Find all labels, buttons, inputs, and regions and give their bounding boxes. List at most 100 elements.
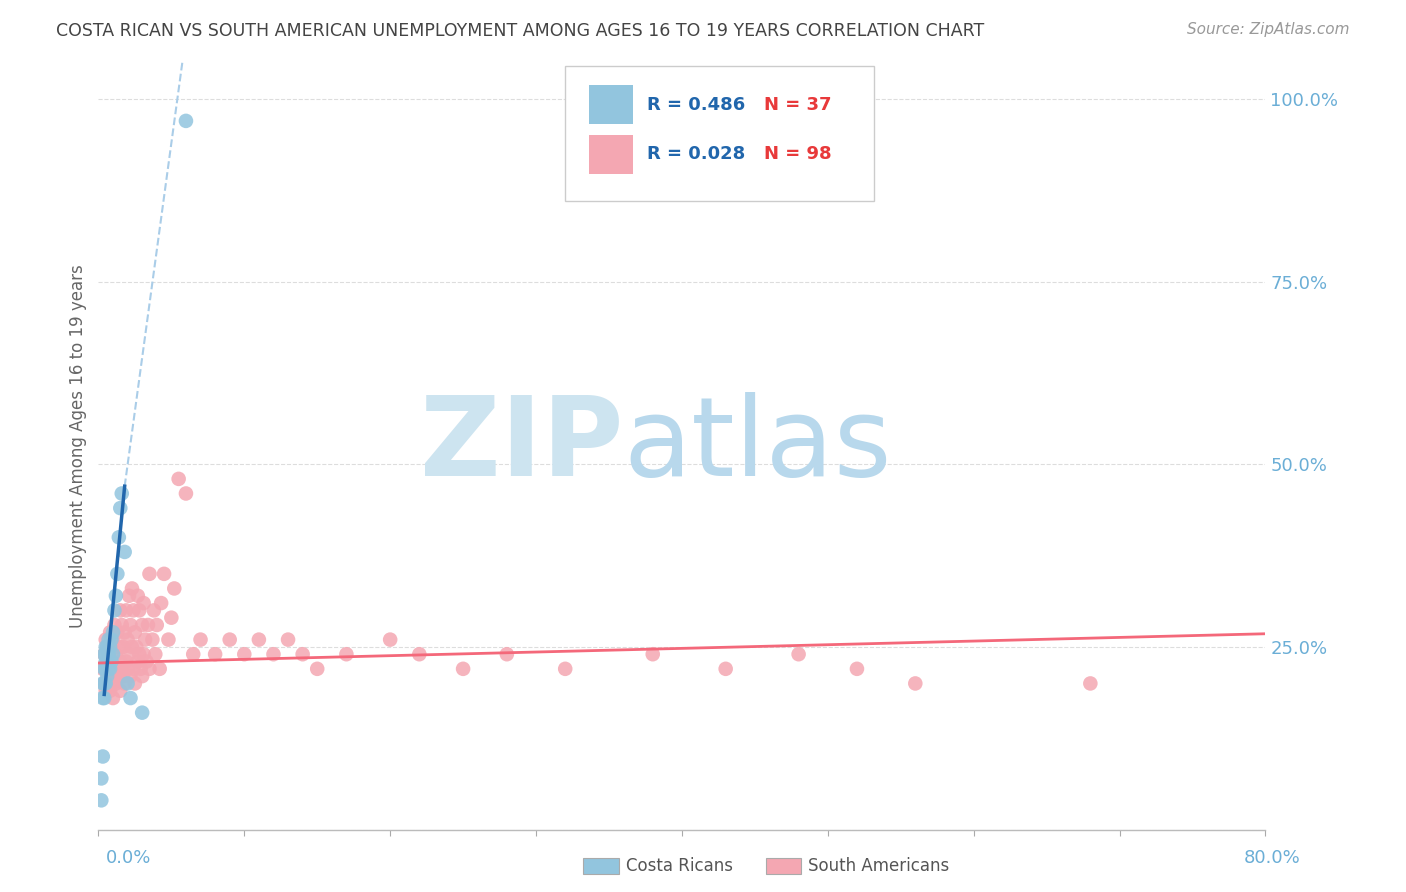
Point <box>100 640 122 654</box>
Point <box>496 647 519 661</box>
Point <box>110 501 132 516</box>
Point <box>128 603 150 617</box>
Point <box>91 662 114 676</box>
Point <box>135 655 157 669</box>
Text: atlas: atlas <box>624 392 891 500</box>
Text: R = 0.028: R = 0.028 <box>647 145 745 163</box>
Point <box>160 610 183 624</box>
FancyBboxPatch shape <box>589 136 633 174</box>
Point <box>94 676 117 690</box>
Point <box>96 676 118 690</box>
Point <box>110 603 132 617</box>
Point <box>307 662 329 676</box>
Y-axis label: Unemployment Among Ages 16 to 19 years: Unemployment Among Ages 16 to 19 years <box>69 264 87 628</box>
Point <box>127 589 149 603</box>
Point <box>714 662 737 676</box>
Point <box>118 589 141 603</box>
Point <box>105 566 128 581</box>
Point <box>112 640 135 654</box>
Point <box>103 669 125 683</box>
Point <box>94 655 117 669</box>
Point <box>121 640 143 654</box>
Text: N = 98: N = 98 <box>763 145 831 163</box>
Point <box>117 632 139 647</box>
Text: 80.0%: 80.0% <box>1244 849 1301 867</box>
Point <box>138 566 160 581</box>
Point <box>218 632 240 647</box>
Text: COSTA RICAN VS SOUTH AMERICAN UNEMPLOYMENT AMONG AGES 16 TO 19 YEARS CORRELATION: COSTA RICAN VS SOUTH AMERICAN UNEMPLOYME… <box>56 22 984 40</box>
Point <box>181 647 204 661</box>
Point <box>174 486 197 500</box>
Point <box>93 647 115 661</box>
Point <box>146 618 169 632</box>
Point <box>143 647 166 661</box>
Point <box>132 647 155 661</box>
Point <box>141 632 163 647</box>
Point <box>120 618 142 632</box>
Point <box>91 676 114 690</box>
Point <box>98 683 121 698</box>
Point <box>115 655 138 669</box>
Point <box>101 662 124 676</box>
Point <box>101 632 124 647</box>
Point <box>129 662 152 676</box>
Point <box>149 662 172 676</box>
Point <box>163 582 186 596</box>
Point <box>111 618 134 632</box>
Point <box>94 662 117 676</box>
Text: South Americans: South Americans <box>808 857 949 875</box>
Point <box>247 632 270 647</box>
Point <box>104 676 127 690</box>
Point <box>451 662 474 676</box>
Point <box>120 669 142 683</box>
Point <box>91 691 114 706</box>
Point <box>90 772 112 786</box>
Point <box>408 647 430 661</box>
Point <box>101 625 124 640</box>
Point <box>150 596 173 610</box>
FancyBboxPatch shape <box>565 66 875 201</box>
Point <box>380 632 402 647</box>
Point <box>112 669 135 683</box>
Text: R = 0.486: R = 0.486 <box>647 95 745 113</box>
Point <box>96 655 118 669</box>
Point <box>277 632 299 647</box>
Point <box>101 691 124 706</box>
Point <box>105 625 128 640</box>
Point <box>904 676 927 690</box>
Point <box>131 669 153 683</box>
Point <box>93 676 115 690</box>
Point <box>94 632 117 647</box>
Point <box>125 640 148 654</box>
Point <box>96 640 118 654</box>
Point <box>138 662 160 676</box>
Point <box>108 640 131 654</box>
Point <box>120 691 142 706</box>
Point <box>103 618 125 632</box>
Point <box>100 632 122 647</box>
Point <box>101 647 124 661</box>
Text: 0.0%: 0.0% <box>105 849 150 867</box>
Point <box>157 632 180 647</box>
Point <box>291 647 314 661</box>
Point <box>641 647 664 661</box>
Point <box>91 749 114 764</box>
Point <box>98 625 121 640</box>
Point <box>94 683 117 698</box>
Point <box>110 683 132 698</box>
Point <box>131 706 153 720</box>
Point <box>104 589 127 603</box>
Point <box>98 640 121 654</box>
Point <box>134 632 156 647</box>
Point <box>98 662 121 676</box>
Point <box>121 582 143 596</box>
Point <box>97 662 120 676</box>
Point <box>100 676 122 690</box>
Point <box>103 603 125 617</box>
FancyBboxPatch shape <box>589 86 633 124</box>
Point <box>97 669 120 683</box>
Point <box>335 647 357 661</box>
Point <box>233 647 256 661</box>
Point <box>110 655 132 669</box>
Text: N = 37: N = 37 <box>763 95 831 113</box>
